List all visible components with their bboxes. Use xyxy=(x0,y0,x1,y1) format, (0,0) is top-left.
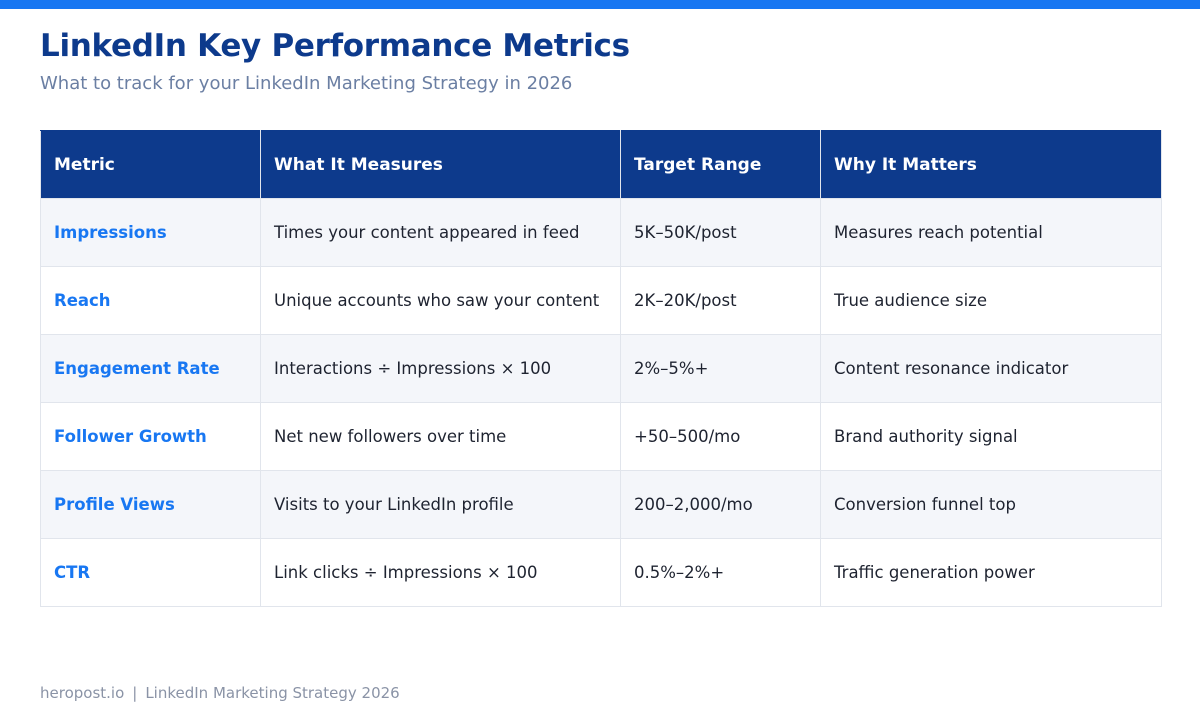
metric-name: Follower Growth xyxy=(40,402,261,471)
table-row: Reach Unique accounts who saw your conte… xyxy=(40,266,1162,335)
column-header-target: Target Range xyxy=(620,130,821,199)
table-row: Impressions Times your content appeared … xyxy=(40,198,1162,267)
metric-target: 200–2,000/mo xyxy=(620,470,821,539)
metric-name: Engagement Rate xyxy=(40,334,261,403)
metric-target: 5K–50K/post xyxy=(620,198,821,267)
metric-target: 2K–20K/post xyxy=(620,266,821,335)
metric-why: Measures reach potential xyxy=(820,198,1162,267)
metric-why: True audience size xyxy=(820,266,1162,335)
metric-name: Impressions xyxy=(40,198,261,267)
page-subtitle: What to track for your LinkedIn Marketin… xyxy=(40,73,573,94)
metric-measures: Link clicks ÷ Impressions × 100 xyxy=(260,538,621,607)
footer-text: LinkedIn Marketing Strategy 2026 xyxy=(145,684,400,702)
column-header-metric: Metric xyxy=(40,130,261,199)
metric-measures: Unique accounts who saw your content xyxy=(260,266,621,335)
table-header-row: Metric What It Measures Target Range Why… xyxy=(40,130,1162,199)
metric-measures: Times your content appeared in feed xyxy=(260,198,621,267)
metric-name: CTR xyxy=(40,538,261,607)
footer: heropost.io | LinkedIn Marketing Strategy … xyxy=(40,684,400,702)
metric-measures: Interactions ÷ Impressions × 100 xyxy=(260,334,621,403)
metric-name: Profile Views xyxy=(40,470,261,539)
metric-measures: Net new followers over time xyxy=(260,402,621,471)
accent-bar xyxy=(0,0,1200,9)
metric-name: Reach xyxy=(40,266,261,335)
metric-target: 2%–5%+ xyxy=(620,334,821,403)
table-row: Profile Views Visits to your LinkedIn pr… xyxy=(40,470,1162,539)
footer-site: heropost.io xyxy=(40,684,125,702)
metric-why: Brand authority signal xyxy=(820,402,1162,471)
metric-why: Conversion funnel top xyxy=(820,470,1162,539)
table-row: Engagement Rate Interactions ÷ Impressio… xyxy=(40,334,1162,403)
column-header-why: Why It Matters xyxy=(820,130,1162,199)
metric-target: +50–500/mo xyxy=(620,402,821,471)
metric-target: 0.5%–2%+ xyxy=(620,538,821,607)
metrics-table: Metric What It Measures Target Range Why… xyxy=(40,130,1162,607)
page-title: LinkedIn Key Performance Metrics xyxy=(40,28,630,64)
metric-measures: Visits to your LinkedIn profile xyxy=(260,470,621,539)
table-row: CTR Link clicks ÷ Impressions × 100 0.5%… xyxy=(40,538,1162,607)
table-row: Follower Growth Net new followers over t… xyxy=(40,402,1162,471)
metric-why: Content resonance indicator xyxy=(820,334,1162,403)
footer-separator: | xyxy=(132,684,138,702)
column-header-measures: What It Measures xyxy=(260,130,621,199)
metric-why: Traffic generation power xyxy=(820,538,1162,607)
